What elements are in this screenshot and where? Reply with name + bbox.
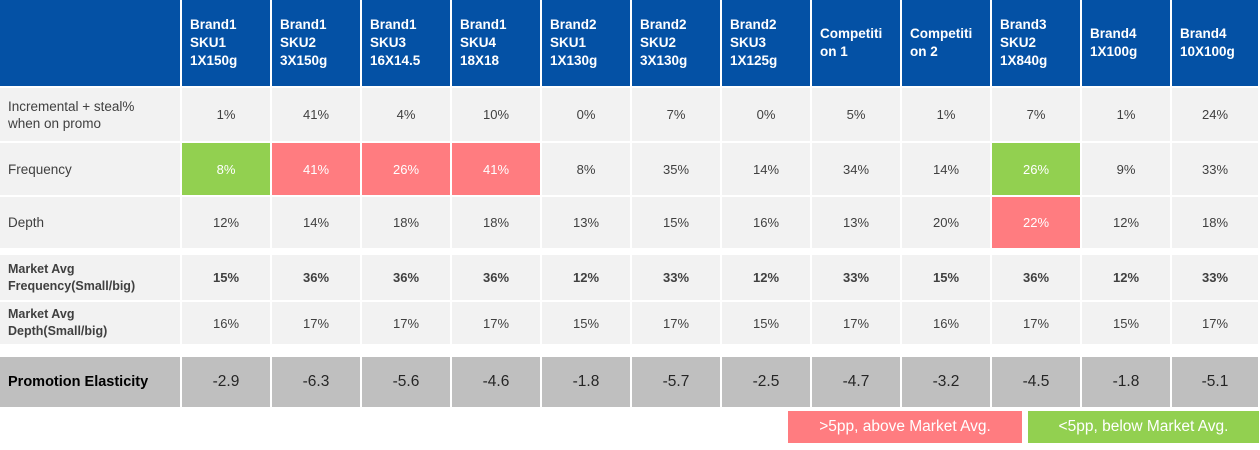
table-cell: 16% [722, 197, 810, 248]
table-cell: 41% [272, 143, 360, 195]
table-cell: 15% [722, 302, 810, 344]
legend-above-market: >5pp, above Market Avg. [788, 411, 1022, 443]
elasticity-value: -1.8 [1082, 357, 1170, 407]
table-cell: 14% [272, 197, 360, 248]
table-cell: 12% [542, 255, 630, 300]
elasticity-value: -2.5 [722, 357, 810, 407]
table-cell: 35% [632, 143, 720, 195]
table-cell: 17% [812, 302, 900, 344]
table-cell: 17% [362, 302, 450, 344]
table-cell: 12% [1082, 255, 1170, 300]
table-cell: 24% [1172, 88, 1258, 141]
column-header: Brand2 SKU3 1X125g [722, 0, 810, 86]
table-cell: 4% [362, 88, 450, 141]
table-cell: 17% [272, 302, 360, 344]
table-cell: 12% [182, 197, 270, 248]
column-header: Brand3 SKU2 1X840g [992, 0, 1080, 86]
table-cell: 14% [722, 143, 810, 195]
elasticity-value: -6.3 [272, 357, 360, 407]
elasticity-value: -1.8 [542, 357, 630, 407]
table-cell: 17% [632, 302, 720, 344]
column-header: Brand2 SKU2 3X130g [632, 0, 720, 86]
table-cell: 36% [272, 255, 360, 300]
column-header: Brand1 SKU3 16X14.5 [362, 0, 450, 86]
column-header: Brand2 SKU1 1X130g [542, 0, 630, 86]
table-cell: 17% [452, 302, 540, 344]
row-label: Market Avg Frequency(Small/big) [0, 255, 180, 300]
elasticity-value: -4.7 [812, 357, 900, 407]
row-label: Incremental + steal% when on promo [0, 88, 180, 141]
table-cell: 5% [812, 88, 900, 141]
table-cell: 26% [362, 143, 450, 195]
table-cell: 8% [542, 143, 630, 195]
column-header: Brand1 SKU1 1X150g [182, 0, 270, 86]
table-cell: 15% [632, 197, 720, 248]
table-cell: 15% [542, 302, 630, 344]
table-cell: 36% [362, 255, 450, 300]
table-cell: 12% [1082, 197, 1170, 248]
elasticity-value: -4.6 [452, 357, 540, 407]
table-cell: 1% [902, 88, 990, 141]
table-cell: 9% [1082, 143, 1170, 195]
table-cell: 0% [722, 88, 810, 141]
elasticity-value: -3.2 [902, 357, 990, 407]
table-cell: 18% [452, 197, 540, 248]
table-cell: 18% [362, 197, 450, 248]
table-cell: 1% [1082, 88, 1170, 141]
table-cell: 22% [992, 197, 1080, 248]
table-cell: 7% [632, 88, 720, 141]
table-cell: 17% [1172, 302, 1258, 344]
table-cell: 7% [992, 88, 1080, 141]
table-cell: 10% [452, 88, 540, 141]
elasticity-value: -2.9 [182, 357, 270, 407]
table-cell: 34% [812, 143, 900, 195]
column-header: Brand4 10X100g [1172, 0, 1258, 86]
column-header: Brand4 1X100g [1082, 0, 1170, 86]
table-cell: 36% [992, 255, 1080, 300]
table-cell: 33% [1172, 255, 1258, 300]
table-cell: 36% [452, 255, 540, 300]
row-label: Frequency [0, 143, 180, 195]
table-cell: 17% [992, 302, 1080, 344]
elasticity-value: -5.7 [632, 357, 720, 407]
elasticity-value: -4.5 [992, 357, 1080, 407]
table-cell: 8% [182, 143, 270, 195]
elasticity-label: Promotion Elasticity [0, 357, 180, 407]
column-header: Brand1 SKU2 3X150g [272, 0, 360, 86]
table-cell: 41% [272, 88, 360, 141]
table-cell: 15% [1082, 302, 1170, 344]
table-cell: 15% [902, 255, 990, 300]
table-cell: 20% [902, 197, 990, 248]
table-cell: 33% [632, 255, 720, 300]
table-cell: 33% [812, 255, 900, 300]
column-header: Competiti on 2 [902, 0, 990, 86]
table-cell: 16% [182, 302, 270, 344]
table-cell: 26% [992, 143, 1080, 195]
elasticity-value: -5.6 [362, 357, 450, 407]
column-header: Brand1 SKU4 18X18 [452, 0, 540, 86]
column-header: Competiti on 1 [812, 0, 900, 86]
table-cell: 41% [452, 143, 540, 195]
table-cell: 15% [182, 255, 270, 300]
table-cell: 18% [1172, 197, 1258, 248]
table-cell: 13% [542, 197, 630, 248]
header-corner-cell [0, 0, 180, 86]
table-cell: 33% [1172, 143, 1258, 195]
table-cell: 16% [902, 302, 990, 344]
row-label: Market Avg Depth(Small/big) [0, 302, 180, 344]
table-cell: 12% [722, 255, 810, 300]
table-cell: 13% [812, 197, 900, 248]
table-cell: 0% [542, 88, 630, 141]
row-label: Depth [0, 197, 180, 248]
table-cell: 14% [902, 143, 990, 195]
legend-below-market: <5pp, below Market Avg. [1028, 411, 1259, 443]
elasticity-value: -5.1 [1172, 357, 1258, 407]
table-cell: 1% [182, 88, 270, 141]
